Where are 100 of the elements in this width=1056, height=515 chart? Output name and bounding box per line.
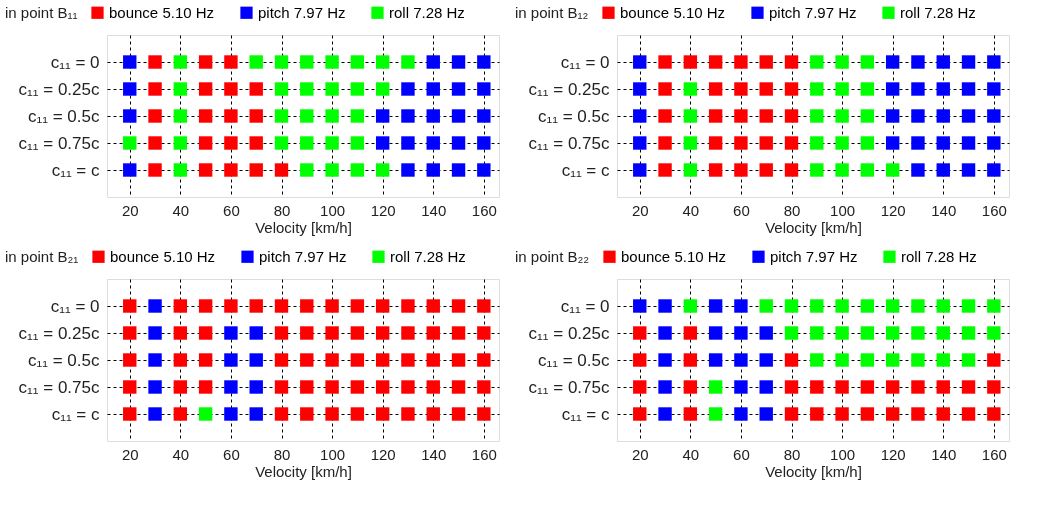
- point: [426, 55, 440, 69]
- point: [936, 380, 950, 394]
- legend-label: pitch 7.97 Hz: [769, 3, 857, 21]
- x-tick-label: 60: [223, 445, 240, 463]
- point: [683, 163, 698, 177]
- x-tick-label: 100: [830, 445, 856, 463]
- chart-title: in point B₁₁: [5, 4, 78, 21]
- point: [148, 163, 162, 177]
- point: [451, 109, 466, 123]
- point: [683, 326, 698, 340]
- x-tick-label: 160: [471, 201, 497, 219]
- x-tick-label: 140: [931, 445, 957, 463]
- point: [759, 136, 773, 150]
- point: [784, 299, 799, 313]
- point: [173, 55, 188, 69]
- point: [198, 55, 213, 69]
- point: [911, 380, 925, 394]
- point: [198, 109, 213, 123]
- point: [683, 353, 698, 367]
- y-tick-label: c₁₁ = 0.25c: [18, 79, 100, 99]
- point: [734, 55, 748, 69]
- point: [987, 407, 1001, 421]
- point: [325, 136, 339, 150]
- y-tick-label: c₁₁ = 0: [560, 296, 610, 316]
- point: [249, 380, 263, 394]
- point: [300, 136, 314, 150]
- point: [658, 136, 672, 150]
- point: [810, 163, 824, 177]
- point: [683, 136, 698, 150]
- point: [810, 136, 824, 150]
- y-tick-label: c₁₁ = 0.5c: [538, 106, 610, 126]
- point: [708, 55, 723, 69]
- point: [300, 55, 314, 69]
- point: [123, 109, 137, 123]
- legend-label: roll 7.28 Hz: [389, 3, 465, 21]
- point: [784, 353, 799, 367]
- point: [148, 407, 162, 421]
- point: [911, 109, 925, 123]
- point: [936, 299, 950, 313]
- point: [477, 82, 491, 96]
- point: [249, 55, 263, 69]
- x-tick-label: 100: [320, 445, 346, 463]
- point: [148, 380, 162, 394]
- x-tick-label: 60: [733, 445, 750, 463]
- point: [224, 82, 238, 96]
- point: [148, 136, 162, 150]
- point: [375, 55, 390, 69]
- x-tick-label: 100: [320, 201, 346, 219]
- legend-label: bounce 5.10 Hz: [109, 3, 215, 21]
- point: [683, 82, 698, 96]
- point: [860, 299, 875, 313]
- point: [325, 82, 339, 96]
- point: [835, 299, 849, 313]
- point: [835, 109, 849, 123]
- point: [911, 82, 925, 96]
- y-tick-label: c₁₁ = 0: [50, 52, 100, 72]
- point: [477, 163, 491, 177]
- point: [961, 353, 976, 367]
- point: [759, 407, 773, 421]
- y-tick-label: c₁₁ = 0: [560, 52, 610, 72]
- point: [734, 163, 748, 177]
- y-tick-label: c₁₁ = 0.75c: [18, 377, 100, 397]
- point: [325, 163, 339, 177]
- point: [835, 407, 849, 421]
- y-tick-label: c₁₁ = 0.5c: [28, 106, 100, 126]
- point: [274, 55, 289, 69]
- x-axis-title: Velocity [km/h]: [255, 462, 352, 480]
- point: [759, 326, 773, 340]
- point: [633, 353, 647, 367]
- x-tick-label: 60: [733, 201, 750, 219]
- y-tick-label: c₁₁ = c: [561, 404, 610, 424]
- x-tick-label: 160: [981, 201, 1007, 219]
- y-tick-label: c₁₁ = 0.5c: [538, 350, 610, 370]
- point: [451, 163, 466, 177]
- point: [708, 136, 723, 150]
- point: [274, 109, 289, 123]
- point: [401, 109, 415, 123]
- point: [810, 109, 824, 123]
- legend-label: pitch 7.97 Hz: [770, 247, 858, 265]
- x-tick-label: 20: [121, 445, 139, 463]
- point: [708, 353, 723, 367]
- x-tick-label: 40: [682, 445, 700, 463]
- point: [708, 163, 723, 177]
- point: [759, 380, 773, 394]
- point: [325, 55, 339, 69]
- point: [123, 163, 137, 177]
- point: [173, 136, 188, 150]
- point: [911, 299, 925, 313]
- point: [249, 407, 263, 421]
- point: [885, 55, 900, 69]
- point: [734, 109, 748, 123]
- x-tick-label: 120: [880, 445, 906, 463]
- legend-label: pitch 7.97 Hz: [259, 247, 347, 265]
- point: [224, 380, 238, 394]
- point: [249, 163, 263, 177]
- point: [224, 163, 238, 177]
- point: [249, 136, 263, 150]
- point: [148, 299, 162, 313]
- point: [784, 82, 799, 96]
- x-tick-label: 120: [370, 201, 396, 219]
